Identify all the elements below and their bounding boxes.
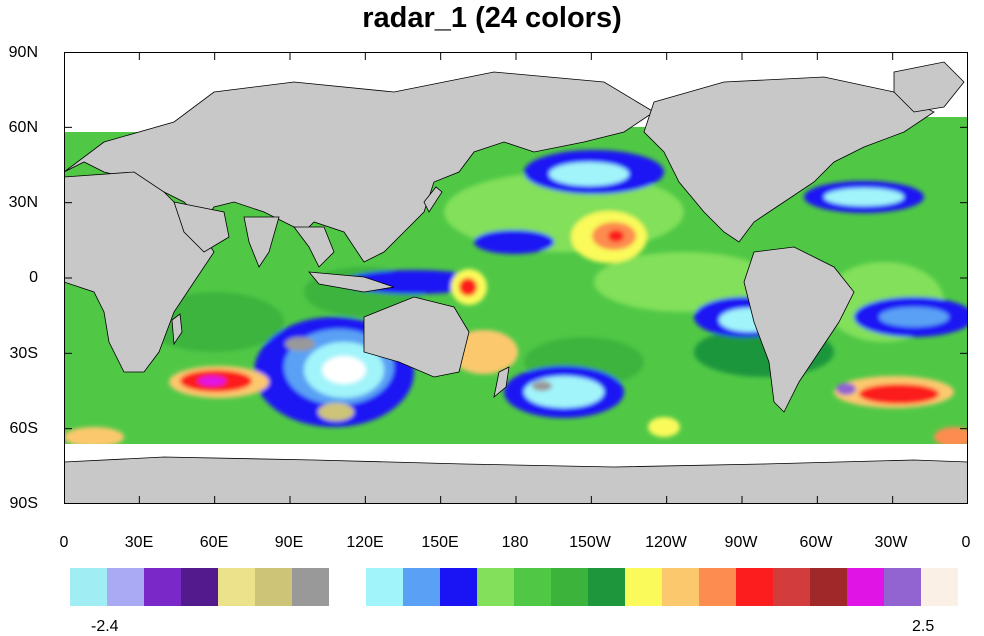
colorbar-box (514, 568, 551, 606)
lat-label-90n: 90N (8, 44, 38, 61)
lon-label-150w: 150W (569, 534, 611, 551)
lon-label-30w: 30W (874, 534, 908, 551)
colorbar-box (366, 568, 403, 606)
madagascar (171, 313, 183, 346)
patch (934, 427, 968, 447)
antarctica (64, 456, 968, 504)
patch (459, 278, 477, 296)
arabia (173, 201, 230, 253)
patch (648, 417, 680, 437)
colorbar-box (440, 568, 477, 606)
lon-label-60e: 60E (199, 534, 229, 551)
colorbar-box (551, 568, 588, 606)
colorbar-box (921, 568, 958, 606)
colorbar-box (70, 568, 107, 606)
lon-label-150e: 150E (421, 534, 459, 551)
lon-label-120e: 120E (346, 534, 384, 551)
colorbar-box (107, 568, 144, 606)
map-frame (64, 52, 968, 504)
patch (285, 337, 315, 351)
colorbar-box (403, 568, 440, 606)
patch (322, 356, 366, 384)
lon-label-30e: 30E (124, 534, 154, 551)
patch (836, 383, 856, 395)
colorbar-box (625, 568, 662, 606)
colorbar (70, 568, 958, 606)
lon-label-90e: 90E (274, 534, 304, 551)
lat-label-60s: 60S (9, 420, 38, 437)
lat-label-90s: 90S (9, 495, 38, 512)
japan (423, 186, 443, 213)
patch (549, 162, 629, 186)
patch (318, 403, 354, 421)
north-america (643, 76, 935, 243)
colorbar-box (736, 568, 773, 606)
colorbar-box (218, 568, 255, 606)
lat-label-0: 0 (29, 269, 38, 286)
patch (594, 252, 774, 312)
lon-label-0-east: 0 (961, 534, 971, 551)
lat-label-60n: 60N (8, 119, 38, 136)
australia (363, 296, 470, 378)
colorbar-box (255, 568, 292, 606)
lat-label-30n: 30N (8, 194, 38, 211)
land-masses (64, 61, 968, 504)
colorbar-box (847, 568, 884, 606)
sea-surface-map (64, 52, 968, 504)
patch (198, 376, 226, 386)
colorbar-box (329, 568, 366, 606)
colorbar-max-label: 2.5 (912, 618, 935, 635)
patch (64, 427, 124, 447)
patch (859, 384, 939, 404)
patch (879, 307, 949, 327)
colorbar-box (292, 568, 329, 606)
colorbar-box (181, 568, 218, 606)
lon-label-0-west: 0 (59, 534, 69, 551)
colorbar-box (662, 568, 699, 606)
india (243, 216, 280, 268)
lat-label-30s: 30S (9, 345, 38, 362)
lon-label-180: 180 (501, 534, 529, 551)
patch (608, 230, 624, 242)
colorbar-box (810, 568, 847, 606)
lon-label-120w: 120W (645, 534, 687, 551)
lon-label-90w: 90W (724, 534, 758, 551)
colorbar-min-label: -2.4 (91, 618, 119, 635)
patch (474, 230, 554, 254)
colorbar-box (884, 568, 921, 606)
southeast-asia (293, 226, 335, 268)
colorbar-box (773, 568, 810, 606)
colorbar-box (144, 568, 181, 606)
patch (824, 188, 904, 206)
patch (532, 381, 552, 391)
colorbar-box (699, 568, 736, 606)
new-zealand (493, 366, 510, 399)
lon-label-60w: 60W (799, 534, 833, 551)
greenland (893, 61, 965, 113)
south-america (743, 246, 855, 413)
indonesia (308, 271, 395, 293)
colorbar-box (477, 568, 514, 606)
colorbar-box (588, 568, 625, 606)
map-title: radar_1 (24 colors) (362, 2, 622, 34)
